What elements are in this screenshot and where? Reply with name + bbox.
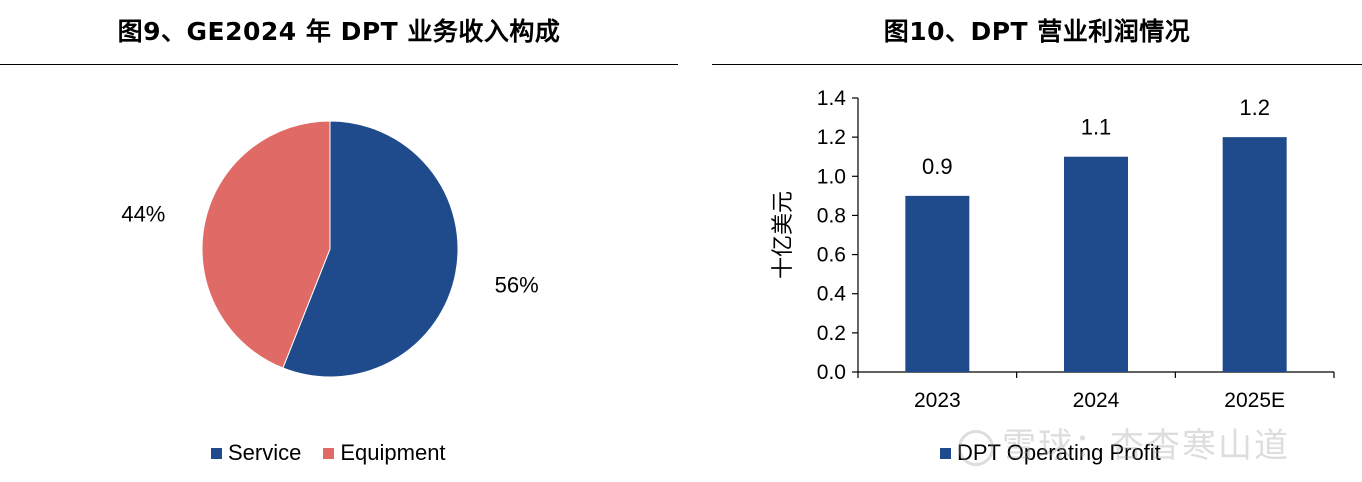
legend-label-service: Service	[228, 440, 302, 465]
x-tick-label-2023: 2023	[914, 389, 961, 412]
y-tick-label: 1.0	[817, 165, 846, 188]
legend-swatch-service	[211, 447, 222, 459]
pie-label-service: 56%	[495, 273, 539, 298]
y-tick-label: 0.2	[817, 322, 846, 345]
x-tick-label-2025E: 2025E	[1224, 389, 1285, 412]
bar-chart: 0.0 0.2 0.4 0.6 0.8 1.0 1.2 1.4 十亿美元 0.9 2023 1.1 20…	[771, 87, 1335, 412]
title-divider	[712, 64, 1362, 65]
pie-chart: 56% 44%	[121, 120, 539, 378]
x-tick-label-2024: 2024	[1073, 389, 1120, 412]
y-tick-label: 1.2	[817, 126, 846, 149]
pie-chart-panel: 图9、GE2024 年 DPT 业务收入构成 56% 44% Service Eq…	[0, 0, 678, 482]
y-tick-label: 1.4	[817, 87, 847, 110]
pie-legend: Service Equipment	[211, 440, 468, 466]
data-label-2024: 1.1	[1081, 115, 1112, 140]
y-tick-label: 0.8	[817, 204, 846, 227]
legend-swatch-equipment	[323, 447, 335, 459]
bar-2024	[1064, 156, 1128, 372]
data-label-2023: 0.9	[922, 154, 953, 179]
pie-slice-service	[282, 120, 459, 378]
title-divider	[0, 64, 678, 65]
legend-swatch-operating-profit	[940, 447, 951, 459]
pie-chart-title: 图9、GE2024 年 DPT 业务收入构成	[117, 17, 561, 46]
snowball-logo-icon	[958, 429, 994, 466]
watermark: 雪球：杏杳寒山道	[958, 418, 1290, 467]
bar-2025E	[1222, 137, 1287, 372]
y-tick-label: 0.4	[817, 283, 847, 306]
y-tick-label: 0.0	[817, 361, 846, 384]
pie-slice-equipment	[201, 120, 331, 369]
bar-2023	[905, 195, 970, 372]
bar-chart-panel: 图10、DPT 营业利润情况 0.0 0.2 0.4 0.6 0.8 1.0 1.2 1.4 十…	[712, 0, 1362, 482]
legend-item-service: Service	[211, 440, 301, 466]
legend-label-equipment: Equipment	[340, 440, 446, 465]
legend-item-equipment: Equipment	[323, 440, 446, 466]
bar-chart-title: 图10、DPT 营业利润情况	[883, 17, 1191, 46]
y-axis-label: 十亿美元	[771, 191, 796, 279]
watermark-text: 雪球：杏杳寒山道	[1002, 426, 1290, 466]
pie-label-equipment: 44%	[121, 201, 165, 226]
data-label-2025E: 1.2	[1239, 95, 1270, 120]
y-tick-label: 0.6	[817, 244, 846, 267]
